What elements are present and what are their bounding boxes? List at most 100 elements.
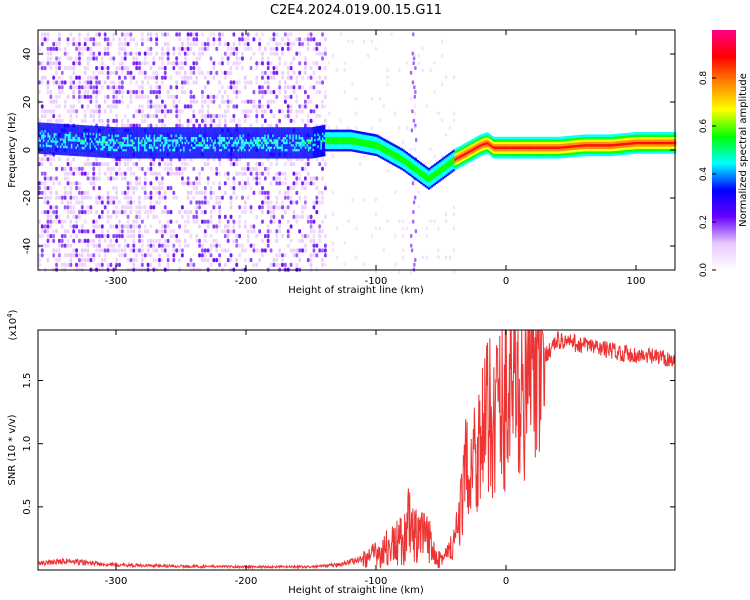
heatmap-cell xyxy=(398,126,401,130)
heatmap-cell xyxy=(317,152,320,156)
heatmap-cell xyxy=(87,149,90,153)
heatmap-cell xyxy=(284,139,287,142)
heatmap-cell xyxy=(203,139,206,142)
heatmap-cell xyxy=(320,130,323,133)
heatmap-cell xyxy=(255,162,259,167)
heatmap-cell xyxy=(181,176,184,181)
heatmap-cell xyxy=(209,136,212,140)
heatmap-cell xyxy=(61,133,64,137)
heatmap-cell xyxy=(95,262,98,267)
heatmap-cell xyxy=(238,224,241,229)
heatmap-cell xyxy=(286,127,288,130)
heatmap-cell xyxy=(204,129,207,133)
heatmap-cell xyxy=(186,136,188,140)
heatmap-cell xyxy=(135,80,139,85)
heatmap-cell xyxy=(143,190,147,195)
heatmap-cell xyxy=(198,51,201,56)
heatmap-cell xyxy=(152,186,156,191)
heatmap-cell xyxy=(38,122,40,125)
heatmap-cell xyxy=(92,154,95,158)
heatmap-cell xyxy=(149,162,153,167)
heatmap-cell xyxy=(203,99,207,104)
heatmap-cell xyxy=(94,137,96,141)
heatmap-cell xyxy=(289,75,293,80)
heatmap-cell xyxy=(250,132,252,135)
heatmap-cell xyxy=(137,144,140,147)
heatmap-cell xyxy=(309,148,312,152)
heatmap-cell xyxy=(251,141,254,145)
heatmap-cell xyxy=(139,127,142,130)
heatmap-cell xyxy=(223,136,226,140)
heatmap-cell xyxy=(223,234,227,239)
heatmap-cell xyxy=(61,128,64,132)
heatmap-cell xyxy=(67,129,70,132)
heatmap-cell xyxy=(92,176,96,181)
heatmap-cell xyxy=(84,139,87,143)
heatmap-cell xyxy=(226,229,230,234)
heatmap-cell xyxy=(78,51,81,56)
heatmap-cell xyxy=(279,148,282,152)
heatmap-cell xyxy=(189,132,192,135)
heatmap-cell xyxy=(103,171,107,176)
heatmap-cell xyxy=(94,152,96,155)
heatmap-cell xyxy=(112,61,116,66)
heatmap-cell xyxy=(46,56,50,61)
heatmap-cell xyxy=(95,104,98,109)
heatmap-cell xyxy=(122,141,125,145)
heatmap-cell xyxy=(117,141,120,145)
heatmap-cell xyxy=(66,214,70,219)
heatmap-cell xyxy=(56,135,59,139)
heatmap-cell xyxy=(66,128,68,132)
heatmap-cell xyxy=(66,229,70,234)
heatmap-cell xyxy=(70,141,73,144)
heatmap-cell xyxy=(73,129,76,133)
heatmap-cell xyxy=(266,99,270,104)
heatmap-cell xyxy=(58,152,61,156)
heatmap-cell xyxy=(303,37,307,42)
heatmap-cell xyxy=(97,138,100,141)
heatmap-cell xyxy=(55,205,58,210)
heatmap-cell xyxy=(273,129,276,133)
heatmap-cell xyxy=(151,139,154,142)
heatmap-cell xyxy=(46,80,50,85)
heatmap-cell xyxy=(109,155,112,159)
heatmap-cell xyxy=(201,248,204,253)
heatmap-cell xyxy=(318,152,321,155)
heatmap-cell xyxy=(281,214,284,219)
heatmap-cell xyxy=(279,132,282,135)
heatmap-cell xyxy=(283,85,287,90)
heatmap-cell xyxy=(275,171,279,176)
heatmap-cell xyxy=(329,144,332,147)
heatmap-cell xyxy=(46,219,50,224)
heatmap-cell xyxy=(165,136,168,140)
heatmap-cell xyxy=(251,148,254,152)
heatmap-cell xyxy=(145,156,148,159)
heatmap-cell xyxy=(252,190,256,195)
heatmap-cell xyxy=(321,127,324,131)
heatmap-cell xyxy=(254,139,257,142)
heatmap-cell xyxy=(321,200,324,205)
heatmap-cell xyxy=(155,214,159,219)
heatmap-cell xyxy=(218,210,221,215)
heatmap-cell xyxy=(83,190,87,195)
heatmap-cell xyxy=(92,70,96,75)
heatmap-cell xyxy=(312,248,316,253)
heatmap-cell xyxy=(144,134,146,137)
heatmap-cell xyxy=(295,109,299,114)
heatmap-cell xyxy=(78,134,81,138)
heatmap-cell xyxy=(160,248,164,253)
heatmap-cell xyxy=(159,139,162,142)
heatmap-cell xyxy=(129,195,133,200)
heatmap-cell xyxy=(146,80,150,85)
heatmap-cell xyxy=(265,146,268,149)
heatmap-cell xyxy=(78,229,81,234)
heatmap-cell xyxy=(150,129,153,133)
heatmap-cell xyxy=(236,156,238,159)
heatmap-cell xyxy=(159,132,162,135)
heatmap-cell xyxy=(105,133,107,137)
heatmap-cell xyxy=(80,258,84,263)
heatmap-cell xyxy=(61,131,64,134)
heatmap-cell xyxy=(268,139,271,142)
heatmap-cell xyxy=(270,151,273,154)
